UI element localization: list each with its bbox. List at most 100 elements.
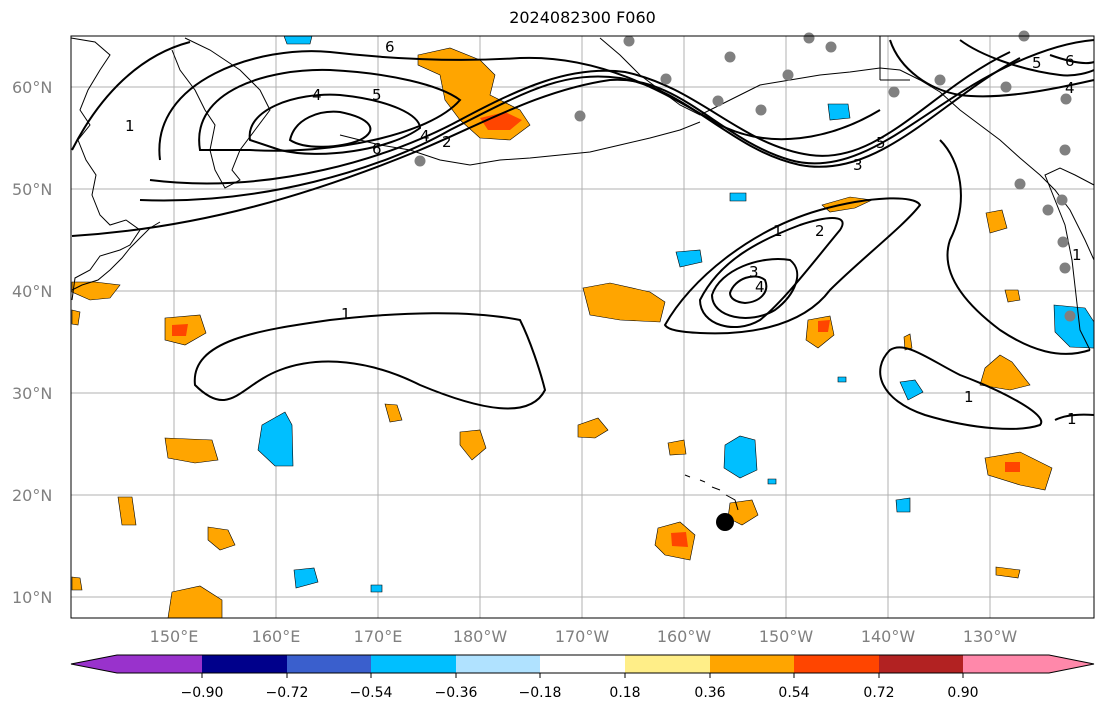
fill-patch (167, 585, 223, 619)
lat-label: 10°N (12, 588, 52, 607)
lon-label: 160°W (657, 627, 712, 646)
fill-patch (480, 112, 522, 130)
contour-line (158, 50, 881, 161)
contour-label: 4 (312, 86, 322, 104)
lon-label: 150°W (759, 627, 814, 646)
colorbar-tick-label: −0.54 (350, 685, 393, 701)
fill-patch (723, 435, 758, 479)
colorbar-segment (794, 655, 879, 673)
contour-line (889, 39, 1095, 98)
contour-label: 5 (876, 134, 886, 152)
contour-lines (71, 39, 1095, 430)
lon-label: 160°E (252, 627, 301, 646)
station-dot (623, 35, 635, 47)
station-dot (1042, 204, 1054, 216)
contour-line (1049, 54, 1095, 65)
colorbar: −0.90 −0.72 −0.54 −0.36 −0.18 0.18 0.36 … (70, 654, 1095, 701)
fill-patch (985, 209, 1008, 234)
station-dot (1059, 144, 1071, 156)
colorbar-tick-label: −0.36 (435, 685, 478, 701)
latitude-labels: 60°N 50°N 40°N 30°N 20°N 10°N (12, 78, 52, 607)
lat-label: 30°N (12, 384, 52, 403)
contour-line (288, 110, 372, 148)
colorbar-segment (710, 655, 794, 673)
colorbar-tick-label: 0.36 (694, 685, 725, 701)
station-dot (712, 95, 724, 107)
contour-line (939, 139, 1091, 355)
coastline-hawaii (684, 474, 739, 511)
fill-patch (293, 567, 319, 589)
contour-label: 1 (1072, 246, 1082, 264)
contour-line (198, 68, 462, 152)
contour-line (193, 312, 547, 410)
coastlines (70, 36, 1095, 511)
contour-line (728, 275, 768, 305)
contour-line (710, 258, 799, 319)
station-dot (1057, 236, 1069, 248)
contour-label: 3 (853, 156, 863, 174)
fill-patch (283, 35, 313, 45)
contour-label: 5 (1032, 54, 1042, 72)
colorbar-tick-label: 0.18 (609, 685, 640, 701)
contour-label: 4 (1065, 79, 1075, 97)
station-markers (414, 30, 1076, 322)
station-dot (724, 51, 736, 63)
contour-label: 1 (1067, 410, 1077, 428)
fill-patch (207, 526, 236, 551)
station-dot (888, 86, 900, 98)
colorbar-segment (117, 655, 202, 673)
contour-label: 1 (125, 117, 135, 135)
map-title: 2024082300 F060 (509, 8, 656, 27)
lat-label: 40°N (12, 282, 52, 301)
coastline-asia (70, 37, 141, 301)
fill-patch (903, 333, 913, 351)
lon-label: 170°E (354, 627, 403, 646)
station-dot (1056, 194, 1068, 206)
contour-label: 4 (420, 127, 430, 145)
fill-patch (818, 320, 830, 332)
station-dot (574, 110, 586, 122)
fill-patch (71, 576, 83, 591)
coastline-kamchatka (171, 37, 271, 189)
fill-patch (459, 429, 487, 461)
colorbar-segment (1049, 655, 1094, 673)
station-dot (782, 69, 794, 81)
fill-patch (979, 354, 1031, 391)
colorbar-tick-label: 0.54 (778, 685, 809, 701)
station-dot (1014, 178, 1026, 190)
fill-patch (899, 379, 924, 401)
fill-patch (71, 281, 121, 301)
fill-patch (582, 282, 666, 323)
colorbar-segment (625, 655, 710, 673)
station-dot (1064, 310, 1076, 322)
colorbar-tick-label: 0.90 (947, 685, 978, 701)
station-dot (1000, 81, 1012, 93)
colorbar-tick-label: −0.18 (519, 685, 562, 701)
coastline-japan (71, 221, 161, 291)
fill-patch (384, 403, 403, 423)
coastline-aleutians (339, 121, 701, 166)
longitude-labels: 150°E 160°E 170°E 180°W 170°W 160°W 150°… (150, 627, 1018, 646)
contour-line (1054, 413, 1095, 421)
contour-line (248, 93, 422, 155)
contour-labels: 1 1 1 1 1 1 2 2 3 3 4 4 4 4 5 5 5 6 6 6 (125, 38, 1082, 428)
colorbar-segment (963, 655, 1049, 673)
lon-label: 170°W (555, 627, 610, 646)
contour-label: 6 (372, 140, 382, 158)
colorbar-segment (456, 655, 540, 673)
station-dot (803, 32, 815, 44)
lon-label: 130°W (963, 627, 1018, 646)
station-dot (660, 73, 672, 85)
lat-label: 50°N (12, 180, 52, 199)
fill-patch (827, 103, 851, 121)
station-dot (934, 74, 946, 86)
contour-label: 4 (755, 278, 765, 296)
contour-label: 3 (749, 263, 759, 281)
contour-label: 1 (341, 305, 351, 323)
contour-line (149, 51, 1011, 185)
fill-patch (1005, 462, 1020, 472)
fill-patch (1004, 289, 1021, 303)
station-dot (755, 104, 767, 116)
colorbar-ticks (201, 673, 964, 678)
